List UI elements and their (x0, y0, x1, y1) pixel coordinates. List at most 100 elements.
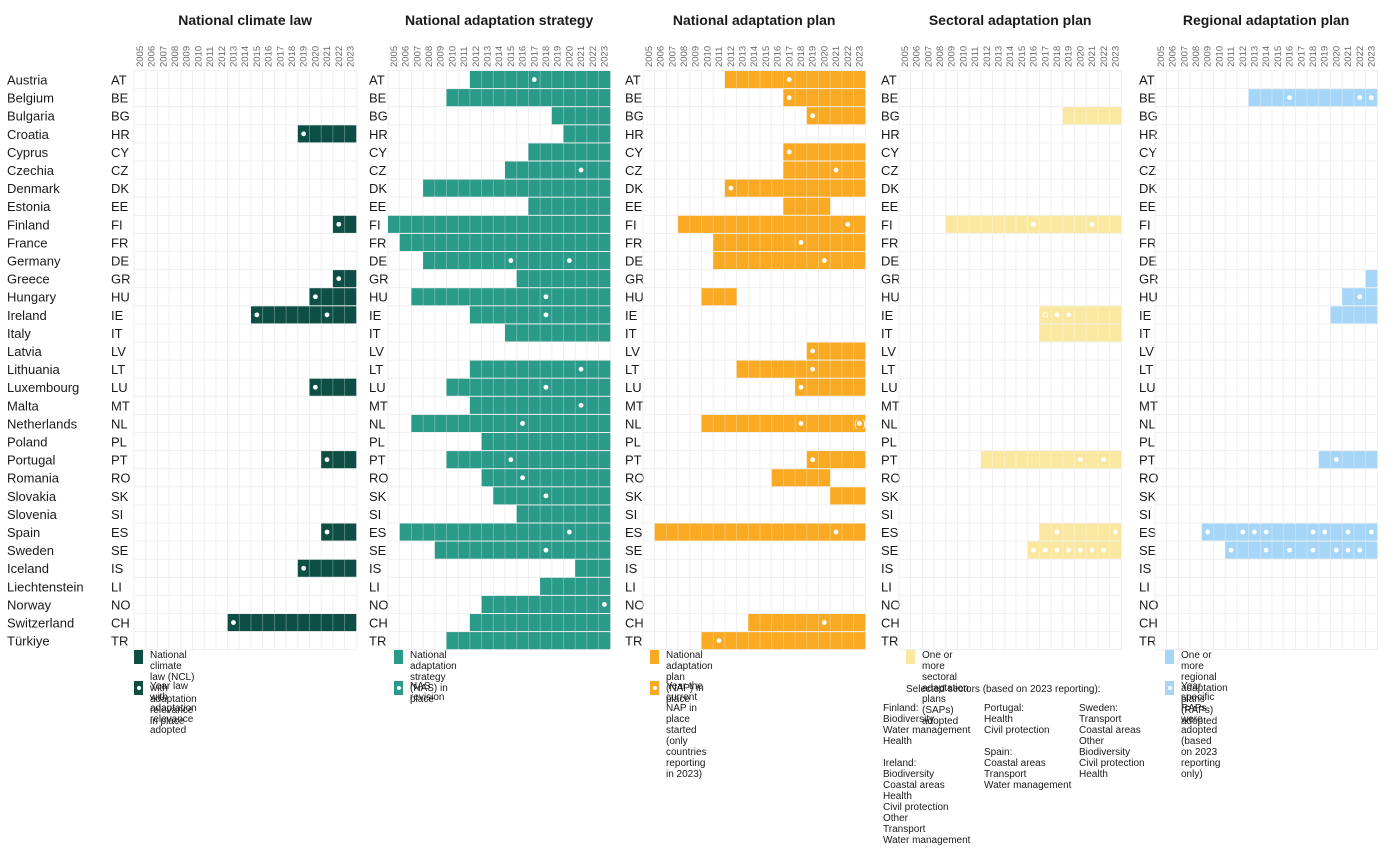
country-name: Norway (7, 597, 52, 612)
country-code: SE (625, 543, 643, 558)
country-code: GR (369, 272, 389, 287)
span-bar (1318, 451, 1378, 469)
legend-swatch-dot (134, 681, 143, 695)
country-code: MT (1139, 398, 1158, 413)
year-marker-hollow (1042, 312, 1048, 318)
year-tick-label: 2012 (217, 46, 228, 67)
year-marker (716, 638, 722, 644)
panel-title: Regional adaptation plan (1183, 12, 1349, 28)
year-tick-label: 2014 (240, 46, 251, 67)
country-code: BG (1139, 109, 1158, 124)
span-bar (423, 252, 611, 270)
country-name: Hungary (7, 290, 57, 305)
panel-title: National climate law (178, 12, 312, 28)
year-tick-label: 2022 (1355, 46, 1366, 67)
legend-swatch (134, 650, 143, 664)
country-code: NO (1139, 597, 1159, 612)
country-code: SI (881, 507, 893, 522)
sector-item: Water management (883, 725, 971, 736)
year-marker (1066, 312, 1072, 318)
country-name: Belgium (7, 91, 54, 106)
span-bar (795, 378, 866, 396)
country-code: LT (881, 362, 895, 377)
country-code: NO (111, 597, 131, 612)
legend-label: National adaptation strategy (NAS) in pl… (410, 650, 457, 705)
country-code: IT (881, 326, 893, 341)
span-bar (251, 306, 357, 324)
year-marker (1101, 457, 1107, 463)
country-code: LV (1139, 344, 1154, 359)
country-code: SE (111, 543, 129, 558)
country-code: NL (111, 416, 128, 431)
span-bar (771, 469, 831, 487)
year-marker (1054, 312, 1060, 318)
country-code: FI (111, 217, 123, 232)
country-code: ES (625, 525, 643, 540)
country-code: EE (111, 199, 129, 214)
country-code: IT (369, 326, 381, 341)
year-tick-label: 2005 (389, 46, 400, 67)
country-code: TR (111, 634, 128, 649)
year-tick-label: 2007 (158, 46, 169, 67)
year-tick-label: 2013 (993, 46, 1004, 67)
country-code: BE (369, 91, 387, 106)
country-name: Latvia (7, 344, 42, 359)
span-bar (1365, 270, 1378, 288)
country-code: CY (111, 145, 129, 160)
span-bar (830, 487, 866, 505)
span-bar (516, 270, 611, 288)
span-bar (481, 433, 611, 451)
sector-item: Coastal areas (1079, 725, 1141, 736)
span-bar (411, 414, 611, 432)
country-name: Portugal (7, 453, 56, 468)
year-marker (578, 167, 584, 173)
year-tick-label: 2010 (447, 46, 458, 67)
span-bar (678, 215, 866, 233)
year-tick-label: 2013 (737, 46, 748, 67)
country-code: HU (881, 290, 900, 305)
span-bar (980, 451, 1122, 469)
country-code: BE (881, 91, 899, 106)
year-tick-label: 2010 (702, 46, 713, 67)
sector-item: Other (883, 813, 909, 824)
span-bar (1027, 541, 1122, 559)
year-marker (324, 312, 330, 318)
country-code: PL (111, 435, 127, 450)
country-code: LI (369, 579, 380, 594)
country-name: Romania (7, 471, 60, 486)
country-code: NL (369, 416, 386, 431)
country-code: CH (881, 616, 900, 631)
country-code: FR (369, 235, 386, 250)
panel-title: Sectoral adaptation plan (929, 12, 1092, 28)
span-bar (783, 197, 831, 215)
legend-label: Year specific RAPs were adopted (based o… (1181, 681, 1221, 780)
sectors-title: Selected sectors (based on 2023 reportin… (906, 684, 1101, 695)
sector-item: Health (883, 736, 912, 747)
country-code: IS (625, 561, 638, 576)
sector-item: Transport (883, 824, 926, 835)
country-code: IE (111, 308, 124, 323)
year-marker (1042, 547, 1048, 553)
span-bar (446, 89, 611, 107)
country-name: Croatia (7, 127, 50, 142)
marker-bracket: ) (862, 419, 865, 430)
country-code: IT (625, 326, 637, 341)
year-tick-label: 2013 (1249, 46, 1260, 67)
span-bar (481, 595, 611, 613)
country-code: PT (881, 453, 898, 468)
sector-item: Health (984, 714, 1013, 725)
country-code: IS (369, 561, 382, 576)
country-code: GR (881, 272, 901, 287)
country-code: LI (1139, 579, 1150, 594)
country-code: LT (1139, 362, 1153, 377)
year-tick-label: 2008 (1191, 46, 1202, 67)
year-tick-label: 2009 (1203, 46, 1214, 67)
year-tick-label: 2008 (170, 46, 181, 67)
country-code: HU (1139, 290, 1158, 305)
year-marker (810, 366, 816, 372)
country-code: SE (881, 543, 899, 558)
country-name: Italy (7, 326, 31, 341)
sector-item: Water management (883, 835, 971, 846)
country-code: HR (881, 127, 900, 142)
year-tick-label: 2011 (970, 47, 981, 67)
